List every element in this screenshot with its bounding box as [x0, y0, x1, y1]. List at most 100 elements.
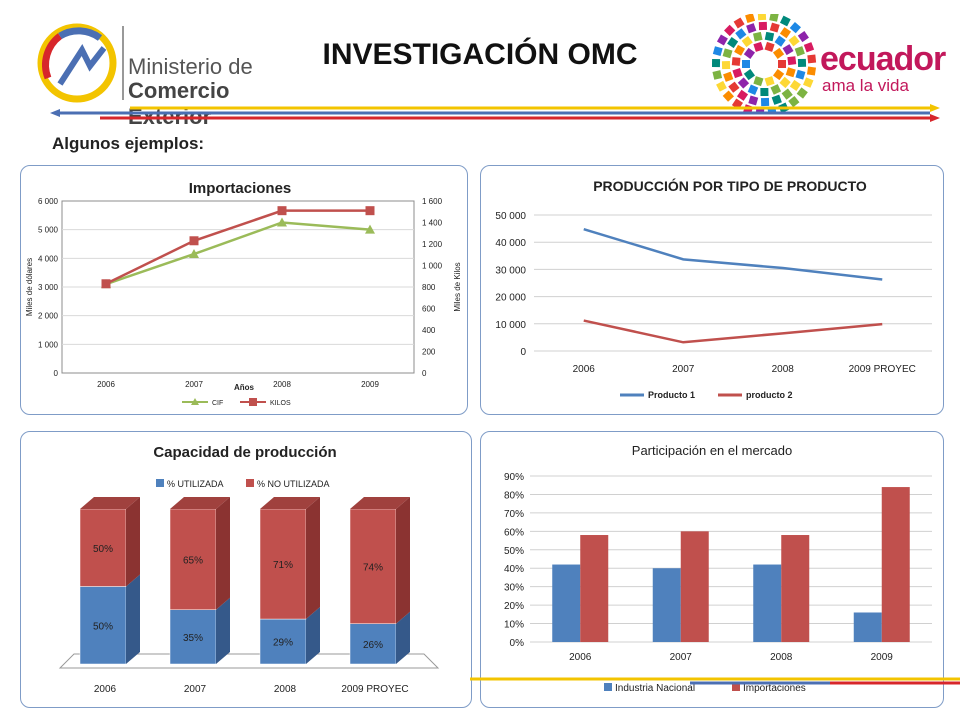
chart4-bar [580, 535, 609, 642]
chart2-y-tick: 20 000 [495, 293, 526, 304]
chart4-bar [552, 564, 581, 642]
chart4-bar [652, 568, 681, 642]
chart4-legend-swatch [604, 683, 612, 691]
chart4-y-tick: 60% [504, 527, 524, 538]
chart2-y-tick: 40 000 [495, 238, 526, 249]
chart3-bar-top [80, 497, 140, 509]
chart3-data-label: 50% [93, 544, 113, 555]
chart4-y-tick: 20% [504, 601, 524, 612]
chart1-point-cif [189, 249, 199, 259]
chart1-y-tick: 4 000 [38, 254, 59, 263]
chart3-floor [58, 653, 440, 669]
chart4-x-tick: 2009 [871, 652, 894, 663]
chart2-y-tick: 50 000 [495, 211, 526, 222]
chart4-bar [853, 612, 882, 642]
chart3-bar-side [126, 574, 140, 664]
chart2-series-line-2 [583, 319, 883, 344]
chart4-x-tick: 2007 [670, 652, 693, 663]
chart4-legend-swatch [732, 683, 740, 691]
chart4-y-tick: 80% [504, 490, 524, 501]
chart4-y-tick: 70% [504, 509, 524, 520]
ministry-name-line1: Ministerio de [128, 54, 253, 79]
chart1-y2-tick: 200 [422, 348, 436, 357]
chart3-legend-label: % UTILIZADA [167, 479, 224, 489]
chart1-title: Importaciones [189, 180, 292, 197]
chart3-legend-label: % NO UTILIZADA [257, 479, 330, 489]
chart1-y-tick: 5 000 [38, 226, 59, 235]
chart3-bar-side [216, 497, 230, 610]
chart1-x-tick: 2009 [361, 380, 379, 389]
panel-produccion [480, 165, 944, 415]
chart2-title: PRODUCCIÓN POR TIPO DE PRODUCTO [593, 177, 867, 194]
chart1-y2-tick: 0 [422, 369, 427, 378]
chart3-bar-side [396, 611, 410, 664]
chart1-point-cif [365, 224, 375, 234]
chart2-x-tick: 2008 [772, 364, 795, 375]
chart3-x-tick: 2006 [94, 684, 117, 695]
chart2-y-tick: 0 [520, 347, 526, 358]
chart1-y2-tick: 600 [422, 305, 436, 314]
chart2-y-tick: 30 000 [495, 265, 526, 276]
footer-stripes [470, 677, 960, 685]
chart1-legend-marker [191, 398, 199, 405]
chart1-legend-label: KILOS [270, 400, 291, 407]
chart3-bar-side [306, 607, 320, 664]
chart1-y-tick: 6 000 [38, 197, 59, 206]
chart3-bar-top [350, 497, 410, 509]
subtitle: Algunos ejemplos: [52, 134, 205, 153]
chart4-legend-label: Importaciones [743, 683, 806, 694]
chart-capacidad: Capacidad de producción 50% 50% 2006 35% 65%… [58, 444, 440, 695]
header-divider-stripes [50, 104, 940, 122]
chart1-legend-marker [249, 398, 257, 406]
brand-logo: ecuador ama la vida [711, 11, 946, 117]
chart-importaciones: Importaciones Miles de dólares Miles de … [25, 180, 462, 407]
chart3-bar-segment [259, 508, 307, 620]
chart3-legend-swatch [246, 479, 254, 487]
chart4-x-tick: 2006 [569, 652, 592, 663]
chart1-series-line-cif [105, 221, 371, 286]
chart1-y-tick: 2 000 [38, 312, 59, 321]
chart1-xlabel: Años [234, 383, 255, 392]
chart3-x-tick: 2009 PROYEC [341, 684, 408, 695]
chart4-bar [680, 531, 709, 642]
chart1-point-kilos [277, 206, 287, 216]
brand-slogan: ama la vida [822, 76, 909, 95]
page-title: INVESTIGACIÓN OMC [322, 38, 638, 71]
brand-name: ecuador [820, 40, 946, 78]
chart1-point-kilos [101, 279, 111, 289]
chart2-x-tick: 2007 [672, 364, 695, 375]
chart3-bar-side [126, 497, 140, 587]
chart1-x-tick: 2008 [273, 380, 291, 389]
chart1-y2label: Miles de Kilos [453, 262, 462, 311]
ministry-emblem-icon [37, 23, 124, 103]
chart3-bar-segment [259, 618, 307, 665]
chart2-x-tick: 2009 PROYEC [849, 364, 916, 375]
chart2-legend-label: producto 2 [746, 390, 793, 400]
chart1-point-cif [277, 217, 287, 227]
chart4-bar [781, 535, 810, 642]
chart3-data-label: 71% [273, 560, 293, 571]
chart3-x-tick: 2008 [274, 684, 297, 695]
chart3-bar-top [170, 497, 230, 509]
chart-participacion: Participación en el mercado 0% 10% 20% 30% 4… [504, 443, 932, 694]
chart4-y-tick: 50% [504, 546, 524, 557]
chart1-point-kilos [365, 206, 375, 216]
chart4-y-tick: 0% [510, 638, 525, 649]
brand-sun-icon [711, 11, 817, 117]
chart1-y-tick: 1 000 [38, 340, 59, 349]
chart4-bar [753, 564, 782, 642]
chart3-data-label: 26% [363, 640, 383, 651]
chart4-x-tick: 2008 [770, 652, 793, 663]
chart1-y2-tick: 1 200 [422, 240, 443, 249]
chart3-bar-side [396, 497, 410, 624]
chart1-legend-label: CIF [212, 400, 223, 407]
chart4-y-tick: 10% [504, 620, 524, 631]
chart3-data-label: 74% [363, 562, 383, 573]
chart1-y2-tick: 1 000 [422, 262, 443, 271]
chart1-x-tick: 2007 [185, 380, 203, 389]
chart1-y2-tick: 400 [422, 326, 436, 335]
chart3-bar-side [306, 497, 320, 620]
chart1-y-tick: 3 000 [38, 283, 59, 292]
chart1-ylabel: Miles de dólares [25, 258, 34, 316]
chart4-title: Participación en el mercado [632, 443, 792, 458]
